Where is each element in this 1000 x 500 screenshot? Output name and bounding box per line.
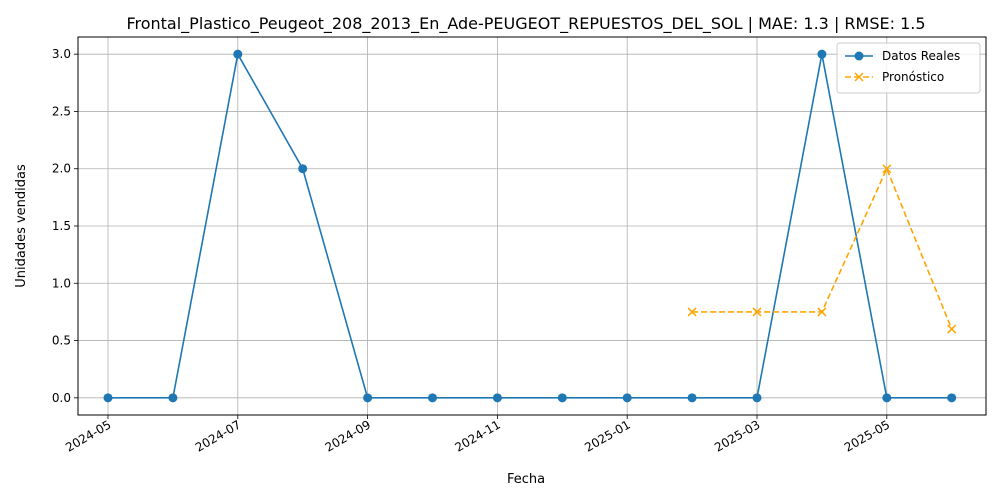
x-tick-label: 2024-07: [193, 417, 243, 454]
y-axis-label: Unidades vendidas: [14, 164, 29, 288]
actual-point: [168, 393, 178, 403]
x-tick-label: 2025-01: [582, 417, 632, 454]
forecast-point: [947, 324, 957, 334]
forecast-point-stroke: [687, 307, 697, 317]
actual-point: [752, 393, 762, 403]
actual-point: [363, 393, 373, 403]
forecast-point: [817, 307, 827, 317]
x-axis-label: Fecha: [507, 472, 545, 487]
actual-line: [108, 51, 952, 399]
series-forecast: [687, 164, 957, 334]
x-tick-label: 2024-05: [63, 417, 113, 454]
legend-marker: [854, 51, 864, 61]
legend-item-forecast: Pronóstico: [845, 70, 944, 84]
y-axis: 0.0 0.5 1.0 1.5 2.0 2.5 3.0: [52, 47, 78, 405]
actual-point: [687, 393, 697, 403]
series-actual: [103, 49, 957, 403]
legend-item-actual: Datos Reales: [845, 49, 960, 63]
y-tick-label: 1.5: [52, 219, 71, 233]
legend-label: Pronóstico: [882, 70, 944, 84]
actual-point: [622, 393, 632, 403]
actual-point: [557, 393, 567, 403]
series-layer: [103, 49, 957, 403]
y-tick-label: 3.0: [52, 47, 71, 61]
forecast-point-stroke: [817, 307, 827, 317]
actual-point: [428, 393, 437, 403]
x-tick-label: 2024-09: [323, 417, 373, 454]
forecast-line: [692, 166, 953, 330]
actual-point: [233, 49, 243, 59]
actual-point: [947, 393, 957, 403]
legend: Datos Reales Pronóstico: [836, 42, 981, 94]
y-tick-label: 2.0: [52, 162, 71, 176]
actual-point: [817, 49, 827, 59]
y-tick-label: 0.0: [52, 391, 71, 405]
forecast-point: [687, 307, 697, 317]
y-tick-label: 1.0: [52, 276, 71, 290]
forecast-point-stroke: [947, 324, 957, 334]
forecast-point-stroke: [882, 164, 892, 174]
actual-point: [298, 164, 308, 174]
forecast-point: [882, 164, 892, 174]
forecast-point-stroke: [752, 307, 762, 317]
y-tick-label: 2.5: [52, 104, 71, 118]
actual-point: [492, 393, 502, 403]
legend-label: Datos Reales: [882, 49, 960, 63]
legend-marker: [854, 72, 864, 82]
x-tick-label: 2025-03: [712, 417, 762, 454]
forecast-point: [752, 307, 762, 317]
x-tick-label: 2024-11: [452, 417, 502, 454]
grid: [78, 37, 986, 415]
chart-title: Frontal_Plastico_Peugeot_208_2013_En_Ade…: [126, 14, 925, 34]
x-axis: 2024-05 2024-07 2024-09 2024-11 2025-01 2025-…: [63, 415, 892, 455]
x-tick-label: 2025-05: [842, 417, 892, 454]
actual-point: [882, 393, 892, 403]
y-tick-label: 0.5: [52, 334, 71, 348]
actual-point: [103, 393, 113, 403]
